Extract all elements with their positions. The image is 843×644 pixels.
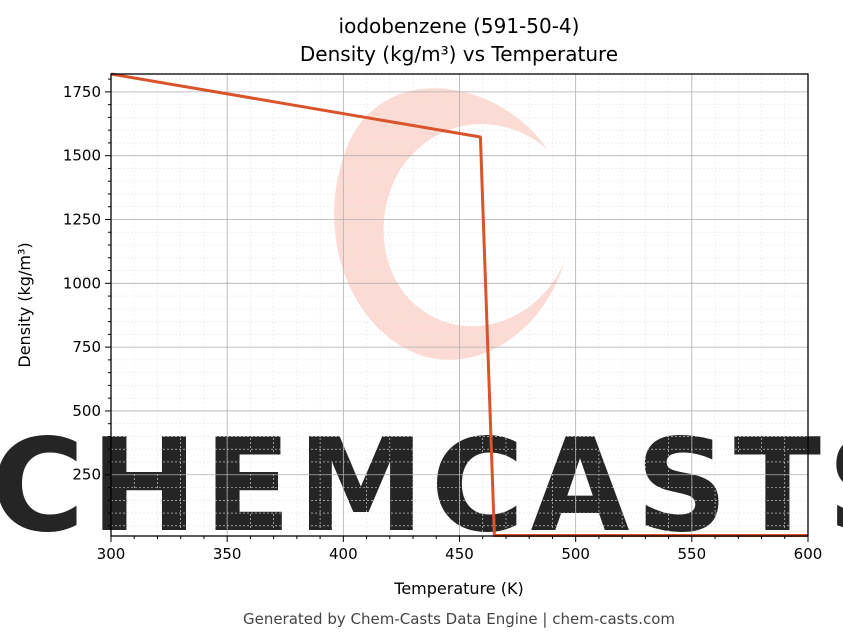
x-tick-label: 600	[794, 545, 823, 563]
watermark-c-icon	[334, 88, 565, 360]
x-tick-label: 550	[678, 545, 707, 563]
x-tick-label: 450	[445, 545, 474, 563]
y-tick-label: 1750	[63, 83, 101, 101]
y-tick-label: 1500	[63, 147, 101, 165]
footer-credit: Generated by Chem-Casts Data Engine | ch…	[243, 610, 675, 628]
chart-subtitle: Density (kg/m³) vs Temperature	[300, 42, 618, 66]
y-axis-label: Density (kg/m³)	[15, 242, 34, 367]
chart-title: iodobenzene (591-50-4)	[339, 14, 580, 38]
y-tick-label: 500	[72, 402, 101, 420]
x-tick-label: 300	[97, 545, 126, 563]
x-axis-ticks: 300 350 400 450 500 550 600	[97, 536, 823, 563]
x-axis-label: Temperature (K)	[393, 579, 523, 598]
x-tick-label: 350	[213, 545, 242, 563]
y-tick-label: 1250	[63, 210, 101, 228]
y-tick-label: 750	[72, 338, 101, 356]
y-axis-ticks: 250 500 750 1000 1250 1500 1750	[63, 78, 111, 527]
watermark-text: CHEMCASTS	[0, 412, 843, 561]
y-tick-label: 1000	[63, 274, 101, 292]
y-tick-label: 250	[72, 466, 101, 484]
x-tick-label: 500	[561, 545, 590, 563]
x-tick-label: 400	[329, 545, 358, 563]
